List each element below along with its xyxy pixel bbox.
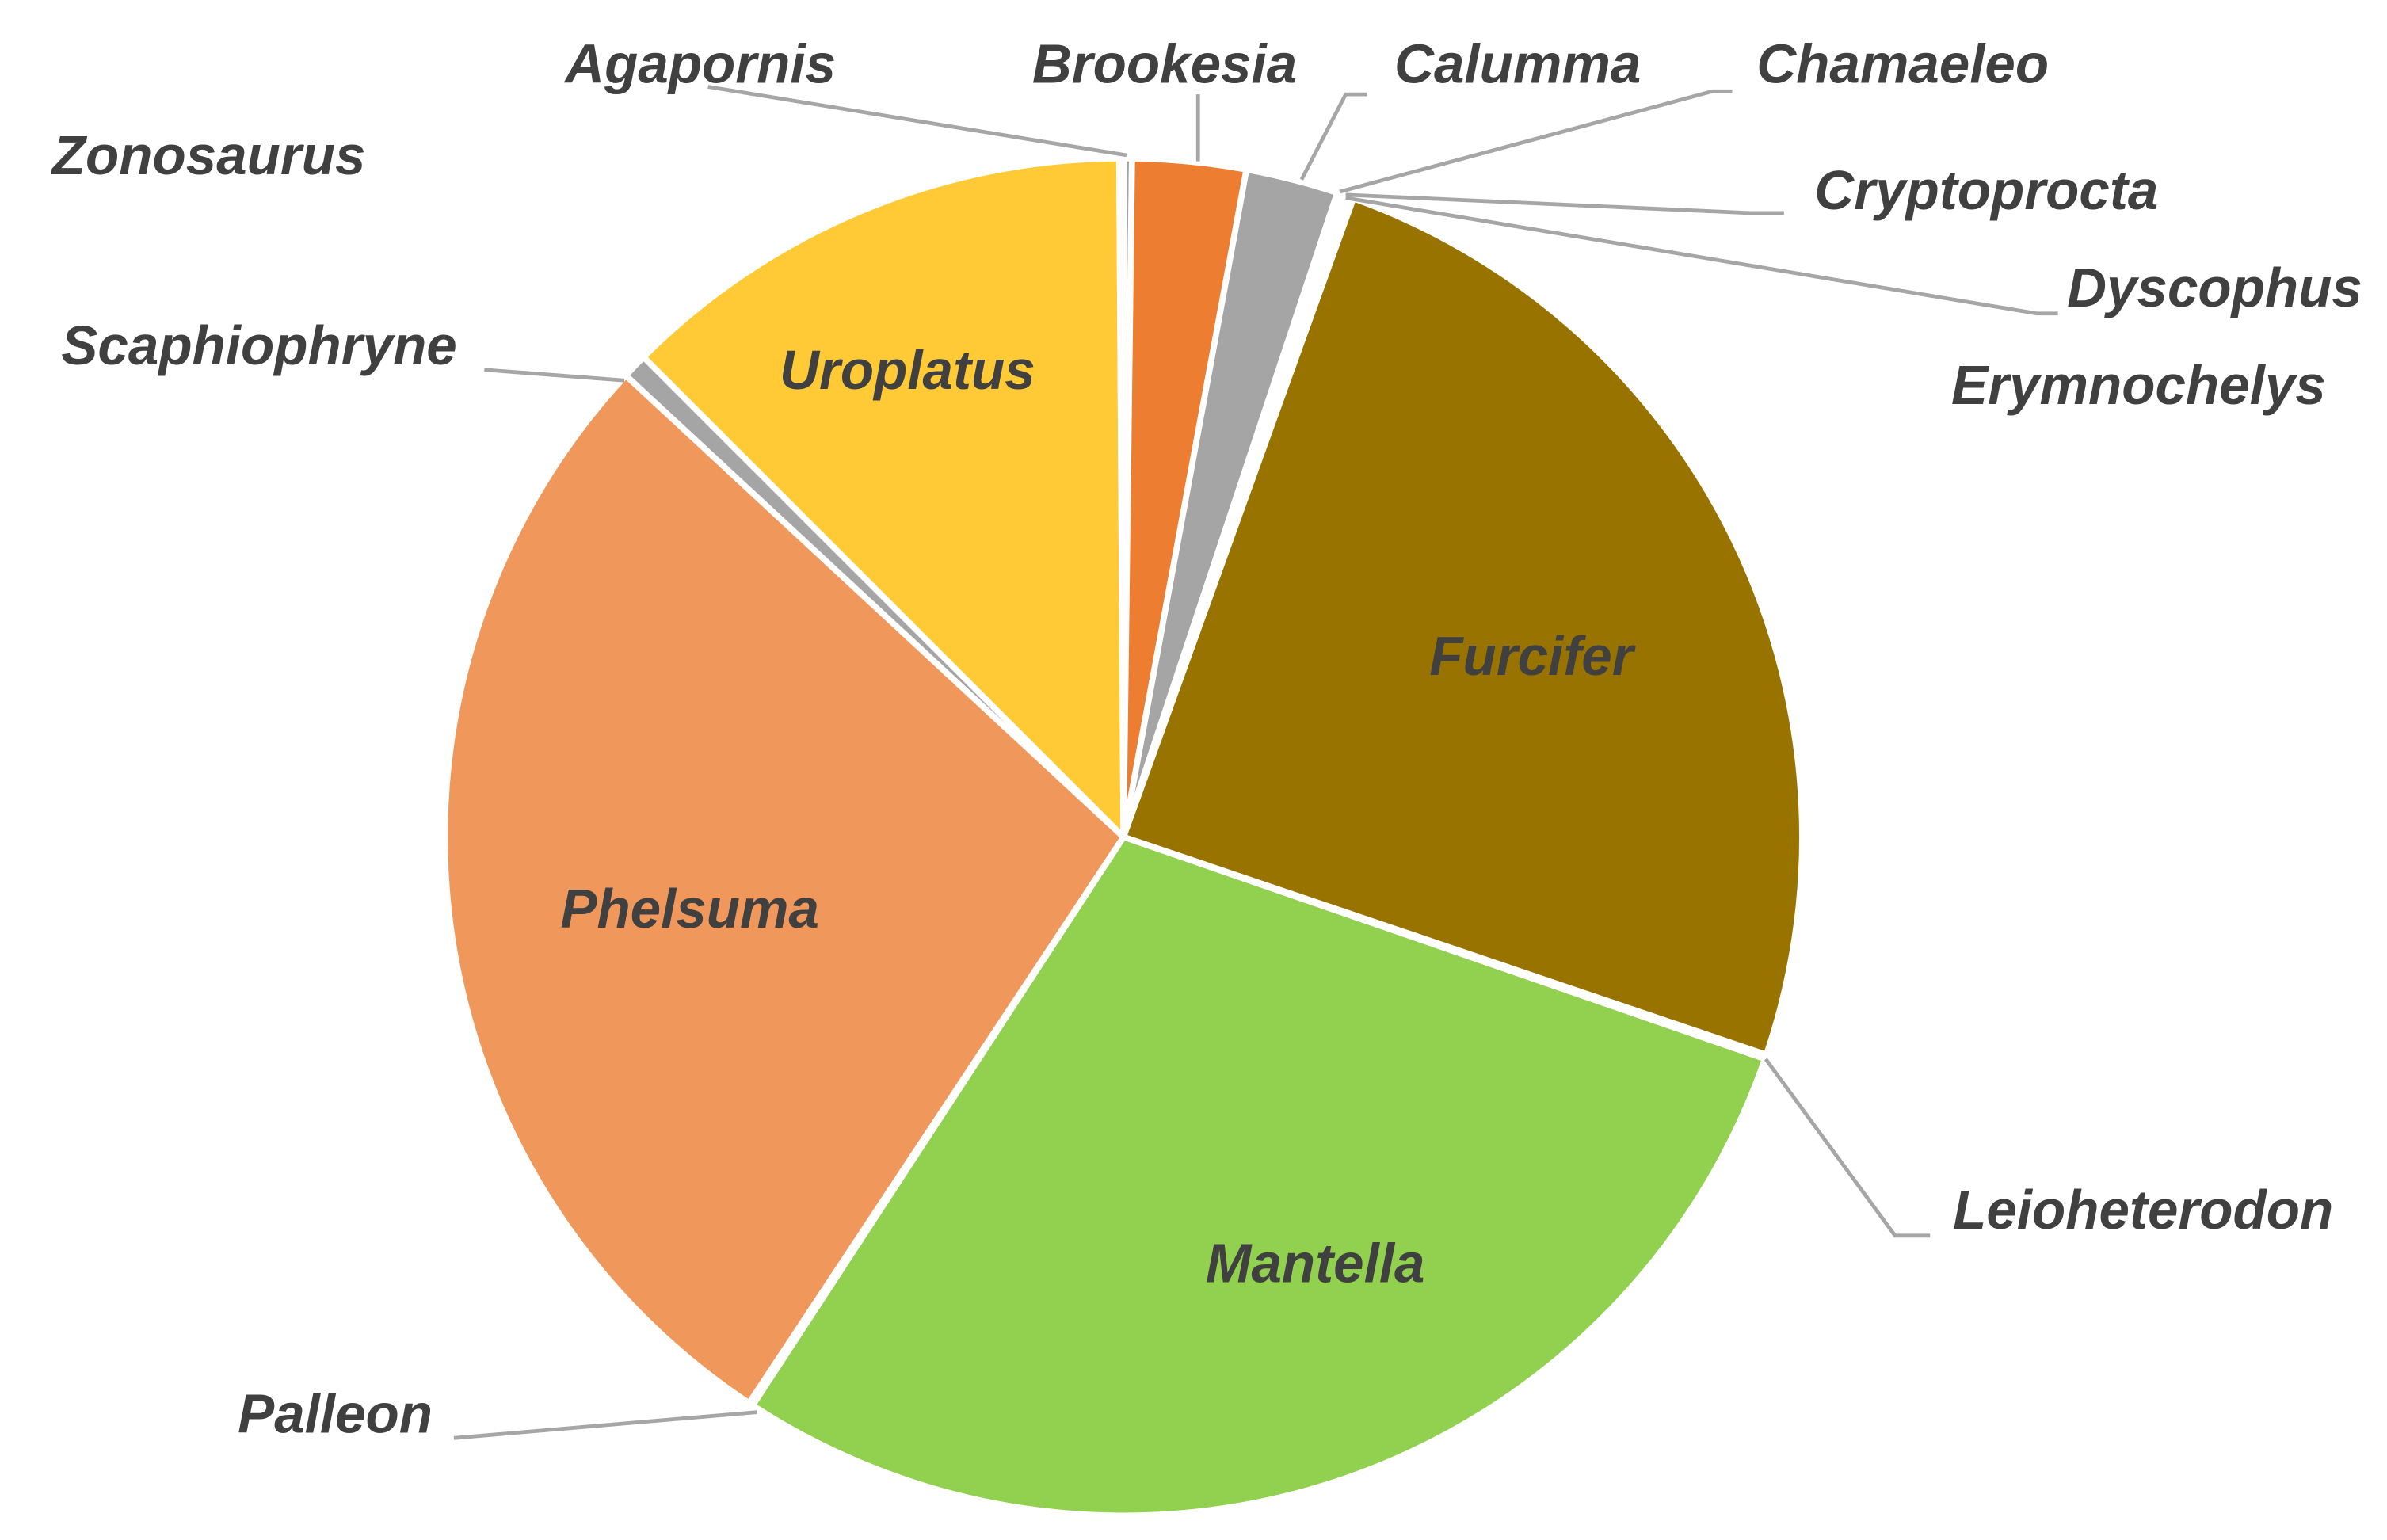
pie-slice (640, 154, 1127, 841)
slice-label: Uroplatus (780, 339, 1035, 401)
pie-slice (1120, 195, 1806, 1058)
leader-line (707, 85, 1127, 158)
pie-slice (1115, 154, 1127, 841)
slice-label: Agapornis (563, 33, 836, 95)
slice-label: Cryptoprocta (1814, 159, 2158, 221)
slice-label: Zonosaurus (51, 124, 366, 186)
pie-slice (441, 372, 1127, 1406)
pie-slice (749, 833, 1768, 1519)
slice-label: Palleon (238, 1383, 433, 1445)
slice-label: Furcifer (1429, 625, 1637, 687)
leader-line (1345, 196, 2058, 316)
slice-label: Scaphiophryne (61, 314, 456, 376)
slice-label: Dyscophus (2067, 257, 2362, 318)
slice-label: Leioheterodon (1953, 1179, 2333, 1241)
slice-label: Calumma (1394, 33, 1641, 95)
slice-label: Brookesia (1032, 33, 1297, 95)
slice-label: Erymnochelys (1951, 354, 2326, 416)
leader-line (1764, 1058, 1931, 1238)
slice-label: Chamaeleo (1756, 33, 2049, 95)
leader-line (484, 368, 625, 383)
leader-line (453, 1410, 757, 1440)
leader-line (1299, 92, 1367, 181)
slice-label: Phelsuma (560, 878, 819, 940)
leader-line (1345, 192, 1784, 215)
leader-line (1339, 89, 1733, 194)
slice-label: Mantella (1206, 1232, 1425, 1294)
